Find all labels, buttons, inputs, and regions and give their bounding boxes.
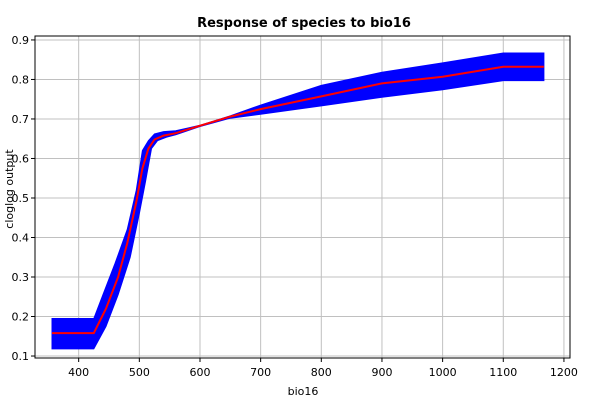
x-axis-label: bio16	[288, 385, 319, 398]
y-tick-label: 0.6	[12, 152, 30, 165]
y-tick-label: 0.1	[12, 350, 30, 363]
x-tick-label: 1200	[550, 366, 578, 379]
mean-response-line	[52, 65, 544, 335]
y-tick-label: 0.7	[12, 113, 30, 126]
x-tick-label: 700	[250, 366, 271, 379]
x-tick-label: 400	[68, 366, 89, 379]
y-tick-label: 0.8	[12, 73, 30, 86]
confidence-band	[51, 52, 545, 350]
confidence-band-layer	[51, 52, 545, 350]
x-tick-label: 900	[371, 366, 392, 379]
y-tick-label: 0.5	[12, 192, 30, 205]
x-tick-label: 1100	[489, 366, 517, 379]
grid-lines	[35, 36, 570, 358]
y-axis: 0.1 0.2 0.3 0.4 0.5 0.6 0.7 0.8 0.9	[12, 34, 35, 363]
x-tick-label: 800	[311, 366, 332, 379]
y-tick-label: 0.9	[12, 34, 30, 47]
x-tick-label: 600	[189, 366, 210, 379]
plot-frame	[34, 35, 571, 359]
mean-line-layer	[52, 65, 544, 335]
y-axis-label: cloglog output	[3, 149, 16, 229]
x-tick-label: 500	[129, 366, 150, 379]
chart-title: Response of species to bio16	[197, 16, 411, 31]
y-tick-label: 0.3	[12, 271, 30, 284]
y-tick-label: 0.2	[12, 311, 30, 324]
x-tick-label: 1000	[429, 366, 457, 379]
x-axis: 400 500 600 700 800 900 1000 1100 1200	[68, 358, 578, 379]
y-tick-label: 0.4	[12, 231, 30, 244]
